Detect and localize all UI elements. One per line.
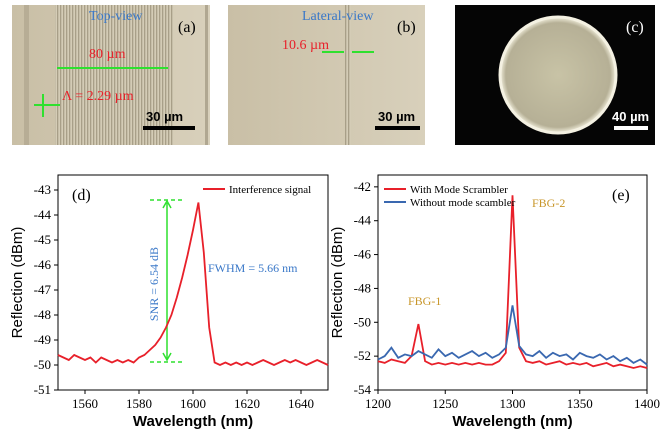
annotation: FBG-2 [532, 196, 565, 210]
panel-label: (b) [397, 19, 416, 36]
y-tick-label: -48 [34, 307, 51, 322]
y-axis-label: Reflection (dBm) [329, 227, 346, 339]
annotation: SNR = 6.54 dB [147, 247, 161, 321]
annotation: 80 µm [89, 47, 126, 62]
data-line [378, 305, 647, 364]
y-tick-label: -47 [34, 282, 52, 297]
x-tick-label: 1600 [180, 396, 206, 411]
x-tick-label: 1580 [126, 396, 152, 411]
scale-bar-label: 30 µm [378, 109, 415, 124]
y-tick-label: -44 [34, 207, 52, 222]
photo-c [455, 5, 655, 145]
plot-frame [58, 175, 328, 390]
legend-label: Interference signal [229, 184, 311, 196]
figure: Top-view (a) 80 µm Λ = 2.29 µm 30 µm Lat… [0, 0, 661, 432]
y-tick-label: -46 [354, 247, 372, 262]
y-tick-label: -46 [34, 257, 52, 272]
y-tick-label: -48 [354, 280, 371, 295]
scale-bar-label: 30 µm [146, 109, 183, 124]
x-tick-label: 1560 [72, 396, 98, 411]
photo-title: Top-view [89, 9, 143, 24]
annotation: FBG-1 [408, 294, 441, 308]
legend-label: Without mode scambler [410, 197, 516, 209]
y-tick-label: -43 [34, 182, 51, 197]
x-tick-label: 1250 [432, 396, 458, 411]
data-line [58, 203, 328, 366]
annotation: 10.6 µm [282, 38, 329, 53]
y-tick-label: -44 [354, 213, 372, 228]
panel-label: (a) [178, 19, 196, 36]
panel-label: (c) [626, 19, 644, 36]
x-tick-label: 1640 [288, 396, 314, 411]
panel-label: (e) [612, 187, 630, 204]
x-tick-label: 1350 [567, 396, 593, 411]
y-axis-label: Reflection (dBm) [9, 227, 26, 339]
x-tick-label: 1620 [234, 396, 260, 411]
y-tick-label: -50 [34, 357, 51, 372]
x-tick-label: 1300 [500, 396, 526, 411]
x-tick-label: 1400 [634, 396, 660, 411]
annotation: FWHM = 5.66 nm [208, 261, 298, 275]
x-tick-label: 1200 [365, 396, 391, 411]
y-tick-label: -45 [34, 232, 51, 247]
y-tick-label: -50 [354, 314, 371, 329]
panel-label: (d) [72, 187, 91, 204]
y-tick-label: -42 [354, 179, 371, 194]
y-tick-label: -54 [354, 382, 372, 397]
x-axis-label: Wavelength (nm) [133, 413, 253, 430]
y-tick-label: -51 [34, 382, 51, 397]
y-tick-label: -49 [34, 332, 51, 347]
x-axis-label: Wavelength (nm) [452, 413, 572, 430]
y-tick-label: -52 [354, 348, 371, 363]
photo-title: Lateral-view [302, 9, 374, 24]
scale-bar-label: 40 µm [612, 109, 649, 124]
legend-label: With Mode Scrambler [410, 184, 508, 196]
photo-b [228, 5, 425, 145]
annotation: Λ = 2.29 µm [62, 89, 134, 104]
data-line [378, 195, 647, 368]
